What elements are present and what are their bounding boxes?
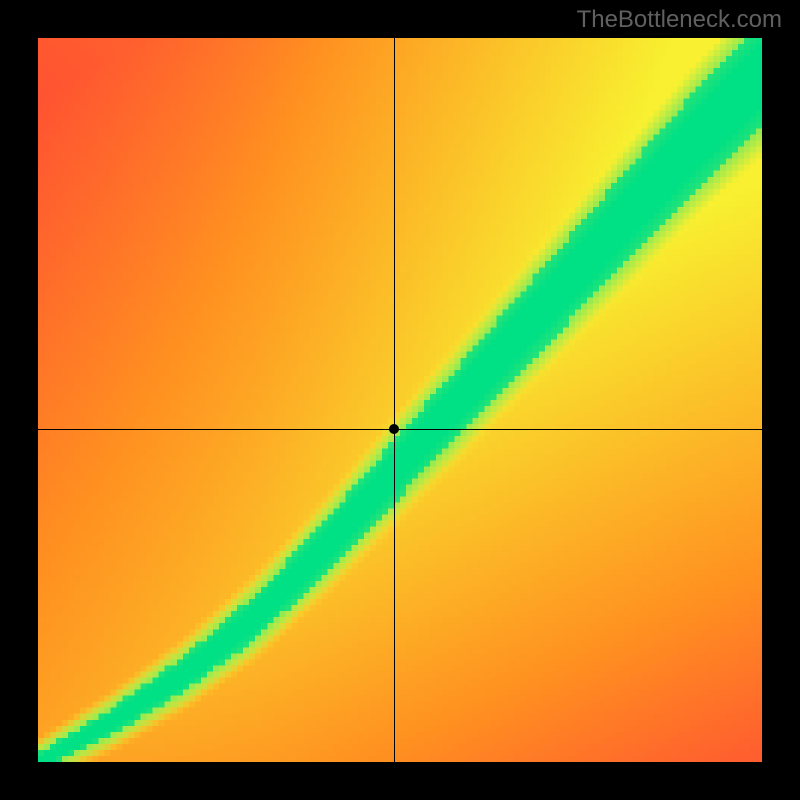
chart-container: TheBottleneck.com <box>0 0 800 800</box>
plot-area <box>38 38 762 762</box>
crosshair-vertical <box>394 38 395 762</box>
watermark-text: TheBottleneck.com <box>577 6 782 34</box>
bottleneck-heatmap <box>38 38 762 762</box>
selection-marker <box>389 424 399 434</box>
crosshair-horizontal <box>38 429 762 430</box>
